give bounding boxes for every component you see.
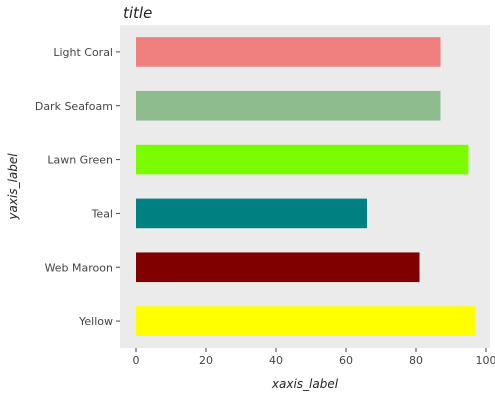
x-tick-label: 100	[476, 354, 495, 367]
bar-yellow	[136, 306, 476, 336]
y-tick-label-teal: Teal	[91, 207, 113, 220]
x-tick-label: 40	[269, 354, 283, 367]
y-axis-label: yaxis_label	[6, 153, 20, 221]
chart-title: title	[123, 4, 152, 22]
y-tick-label-dark-seafoam: Dark Seafoam	[35, 100, 113, 113]
x-tick-label: 60	[339, 354, 353, 367]
plot-background	[120, 25, 490, 348]
y-tick-label-web-maroon: Web Maroon	[45, 261, 113, 274]
bar-light-coral	[136, 37, 441, 67]
x-tick-label: 20	[199, 354, 213, 367]
y-tick-label-light-coral: Light Coral	[53, 46, 113, 59]
bar-teal	[136, 198, 367, 229]
bar-lawn-green	[136, 144, 469, 175]
x-tick-label: 80	[409, 354, 423, 367]
y-tick-label-lawn-green: Lawn Green	[47, 154, 113, 167]
y-tick-label-yellow: Yellow	[78, 315, 113, 328]
x-tick-label: 0	[133, 354, 140, 367]
x-axis-label: xaxis_label	[271, 377, 339, 391]
bar-dark-seafoam	[136, 90, 441, 121]
bar-web-maroon	[136, 252, 420, 283]
